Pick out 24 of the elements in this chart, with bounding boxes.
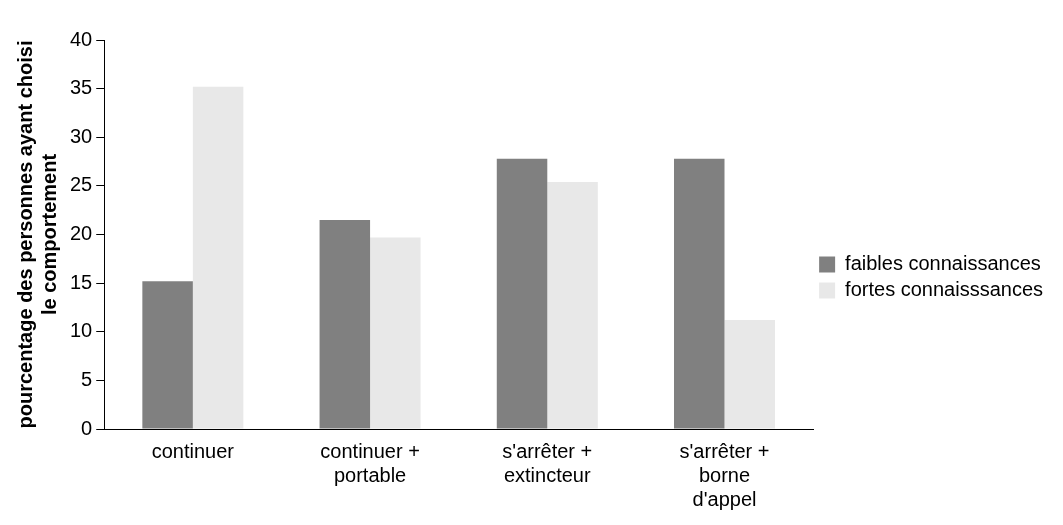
- x-tick-label: s'arrêter + borne d'appel: [679, 439, 770, 510]
- y-tick-label: 0: [81, 416, 93, 439]
- y-tick-label: 30: [70, 124, 93, 147]
- y-tick-label: 25: [70, 173, 93, 196]
- y-tick-label: 15: [70, 270, 93, 293]
- y-tick-label: 10: [70, 319, 93, 342]
- bar: [547, 181, 598, 429]
- bar: [724, 320, 776, 429]
- y-tick-label: 20: [70, 222, 93, 245]
- bar: [319, 219, 371, 429]
- y-tick-label: 40: [70, 27, 93, 50]
- x-tick-label: continuer + portable: [320, 439, 420, 486]
- legend-label: fortes connaisssances: [845, 278, 1044, 301]
- bar: [674, 158, 725, 429]
- y-axis-title: pourcentage des personnes ayant choisi le comportement: [13, 40, 60, 429]
- y-tick-label: 35: [70, 76, 93, 99]
- bar: [142, 281, 193, 429]
- x-tick-label: continuer: [151, 439, 235, 462]
- x-tick-label: s'arrêter + extincteur: [502, 439, 593, 486]
- bar: [370, 237, 421, 429]
- y-tick-label: 5: [81, 367, 93, 390]
- legend-label: faibles connaissances: [845, 252, 1041, 275]
- bar: [496, 158, 548, 429]
- bar: [192, 86, 244, 429]
